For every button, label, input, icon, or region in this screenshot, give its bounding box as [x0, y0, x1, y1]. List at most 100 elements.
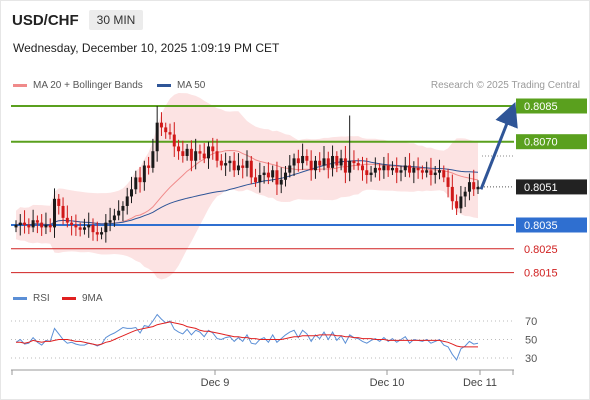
- candle-body: [207, 146, 210, 159]
- candle-body: [459, 196, 463, 209]
- candle-body: [305, 155, 309, 161]
- candle-body: [211, 146, 215, 152]
- candle-body: [361, 165, 364, 171]
- candle-body: [373, 167, 377, 173]
- candle-body: [117, 210, 121, 216]
- rsi-level-label: 70: [525, 316, 537, 328]
- axis-label: Dec 11: [463, 377, 497, 389]
- candle-body: [266, 172, 270, 178]
- candle-body: [275, 170, 279, 185]
- candle-body: [108, 220, 112, 223]
- candle-body: [18, 222, 22, 225]
- candle-body: [339, 158, 343, 166]
- candle-body: [403, 165, 407, 171]
- candle-body: [254, 177, 258, 183]
- candle-body: [271, 170, 275, 178]
- candle-body: [279, 179, 283, 185]
- candle-body: [104, 222, 108, 233]
- forecast-arrow: [479, 101, 518, 190]
- candle-body: [125, 196, 129, 206]
- candle-body: [429, 170, 433, 176]
- candle-body: [232, 160, 236, 171]
- candle-body: [309, 160, 313, 171]
- candle-body: [395, 167, 399, 173]
- candle-body: [74, 225, 78, 228]
- candle-body: [450, 186, 454, 202]
- candle-body: [194, 151, 198, 161]
- level-badge-current: [516, 179, 587, 195]
- candle-body: [155, 122, 159, 152]
- chart-datetime: Wednesday, December 10, 2025 1:09:19 PM …: [13, 41, 280, 55]
- candle-body: [472, 182, 476, 190]
- legend-ma9-label: 9MA: [82, 293, 103, 304]
- candle-body: [142, 165, 146, 183]
- ma50-swatch: [157, 84, 171, 87]
- candle-body: [331, 155, 335, 168]
- axis-label: Dec 9: [201, 377, 230, 389]
- candle-body: [164, 127, 168, 133]
- candle-body: [40, 222, 44, 228]
- candle-body: [356, 163, 360, 166]
- candle-body: [258, 175, 262, 183]
- candle-body: [292, 158, 296, 166]
- candle-body: [130, 189, 133, 197]
- candle-body: [70, 222, 74, 225]
- candle-body: [352, 160, 356, 164]
- candle-body: [236, 165, 240, 171]
- candle-body: [48, 225, 52, 228]
- candle-body: [301, 155, 305, 164]
- research-credit: Research © 2025 Trading Central: [430, 80, 580, 91]
- level-label-target: 0.8085: [524, 101, 558, 113]
- candle-body: [172, 134, 176, 147]
- candle-body: [245, 160, 249, 168]
- level-label-support2: 0.8015: [524, 268, 558, 280]
- candle-body: [91, 225, 95, 233]
- level-label-pivot: 0.8035: [524, 220, 558, 232]
- level-label-current: 0.8051: [524, 182, 558, 194]
- candle-body: [446, 177, 450, 187]
- candle-body: [463, 191, 467, 197]
- candle-body: [57, 198, 61, 206]
- ma20-swatch: [13, 84, 27, 87]
- candle-body: [151, 151, 155, 168]
- candle-body: [335, 155, 339, 166]
- candle-body: [35, 220, 39, 223]
- legend-ma50-label: MA 50: [177, 80, 206, 91]
- candle-body: [343, 158, 347, 173]
- candle-body: [318, 160, 322, 166]
- candle-body: [455, 201, 459, 209]
- candle-body: [27, 225, 31, 228]
- time-axis: Dec 9 Dec 10 Dec 11: [11, 369, 514, 389]
- candle-body: [408, 165, 412, 173]
- level-badge-pivot: [516, 217, 587, 233]
- legend-ma-bollinger: MA 20 + Bollinger Bands: [13, 80, 143, 91]
- candle-body: [202, 153, 206, 159]
- level-badge-target: [516, 98, 587, 114]
- level-label-resistance: 0.8070: [524, 137, 558, 149]
- candle-body: [100, 232, 104, 235]
- candle-body: [185, 148, 189, 156]
- candle-body: [121, 205, 125, 211]
- bollinger-bands: [16, 93, 478, 280]
- candle-body: [147, 165, 151, 168]
- candle-body: [416, 167, 420, 171]
- candlesticks: [14, 106, 480, 243]
- candle-body: [95, 232, 99, 235]
- candle-body: [181, 151, 185, 156]
- candle-body: [23, 222, 27, 225]
- legend-ma-bollinger-label: MA 20 + Bollinger Bands: [33, 80, 143, 91]
- candle-body: [241, 165, 245, 168]
- candle-body: [198, 151, 202, 154]
- candle-body: [288, 165, 292, 173]
- level-label-support1: 0.8025: [524, 244, 558, 256]
- candle-body: [87, 225, 91, 228]
- candle-body: [399, 170, 403, 173]
- rsi-ma9-line: [16, 321, 478, 348]
- candle-body: [249, 160, 253, 178]
- price-levels: 0.8085 0.8070 0.8035 0.8025 0.8015 0.8051: [11, 98, 587, 280]
- axis-label: Dec 10: [370, 377, 405, 389]
- candle-body: [442, 170, 446, 178]
- candle-body: [322, 158, 326, 166]
- timeframe-badge[interactable]: 30 MIN: [88, 10, 144, 30]
